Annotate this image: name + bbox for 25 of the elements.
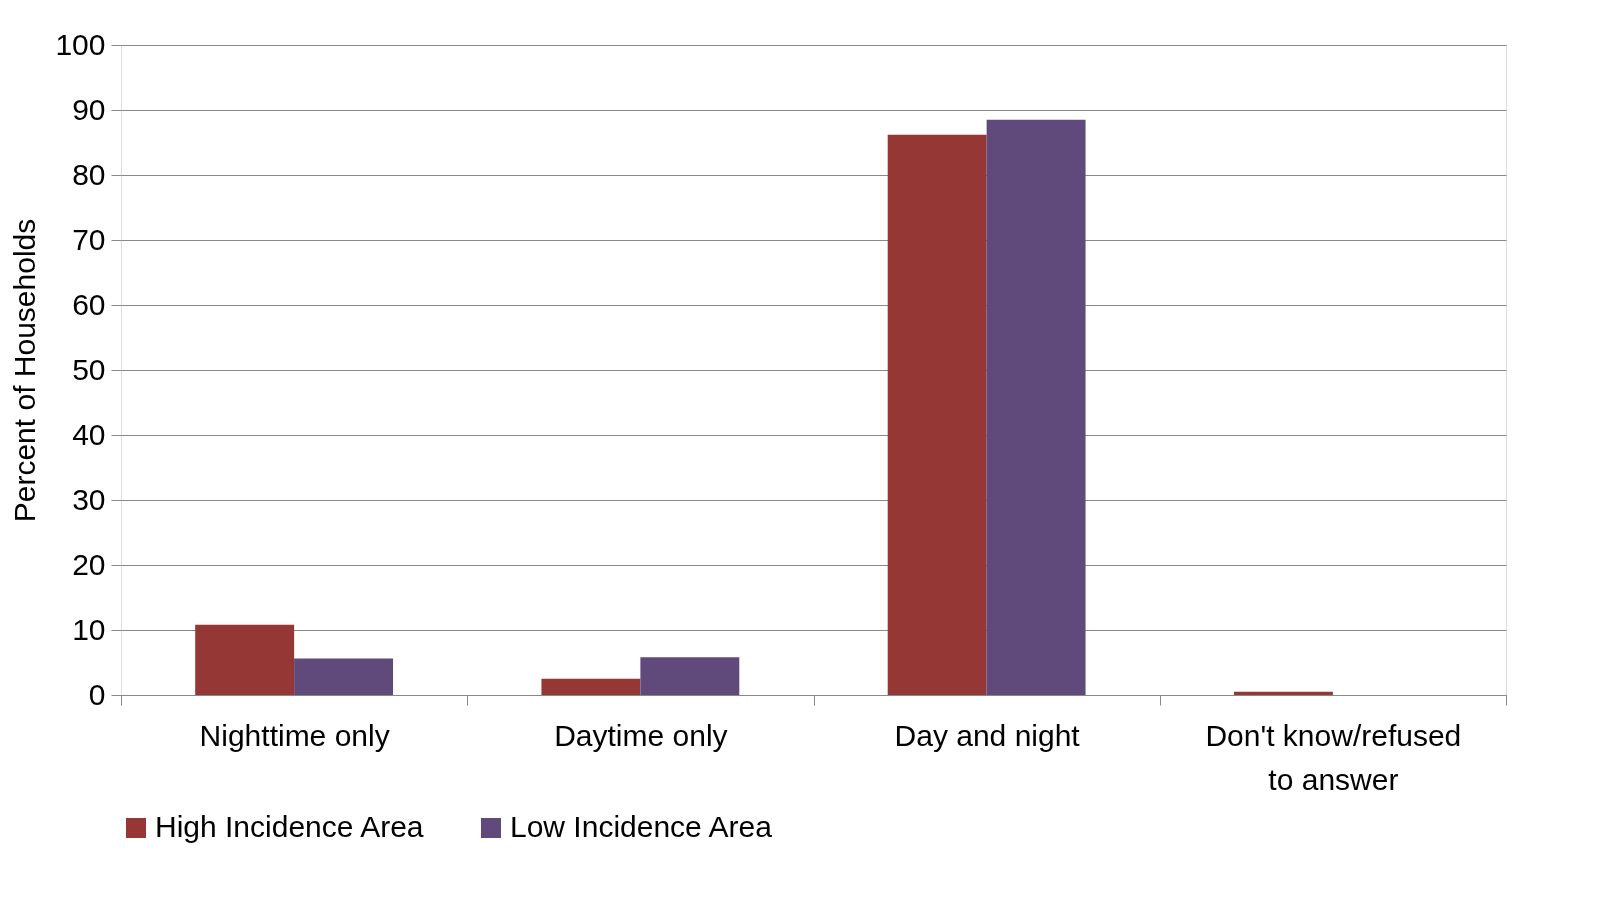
bar [541,678,641,695]
y-tick-label: 20 [72,547,106,581]
bar [1233,691,1333,695]
legend-label: Low Incidence Area [510,810,773,843]
y-tick-label: 10 [72,612,106,646]
x-tick-label: Daytime only [554,718,728,752]
y-axis-title: Percent of Households [8,218,42,523]
y-tick-label: 0 [88,677,106,711]
bar [294,658,394,695]
y-tick-label: 60 [72,287,106,321]
x-tick-label: Day and night [894,718,1081,752]
bar [986,119,1086,695]
bar [640,657,740,695]
y-tick-label: 70 [72,222,106,256]
y-tick-label: 50 [72,352,106,386]
y-tick-label: 30 [72,482,106,516]
legend-label: High Incidence Area [155,810,424,843]
y-tick-label: 90 [72,92,106,126]
x-tick-label: Nighttime only [199,718,390,752]
bar [195,624,295,695]
y-tick-label: 40 [72,417,106,451]
x-tick-label: Don't know/refused to answer [1205,718,1462,796]
y-tick-label: 80 [72,157,106,191]
bar [887,134,987,695]
y-tick-label: 100 [55,27,106,61]
